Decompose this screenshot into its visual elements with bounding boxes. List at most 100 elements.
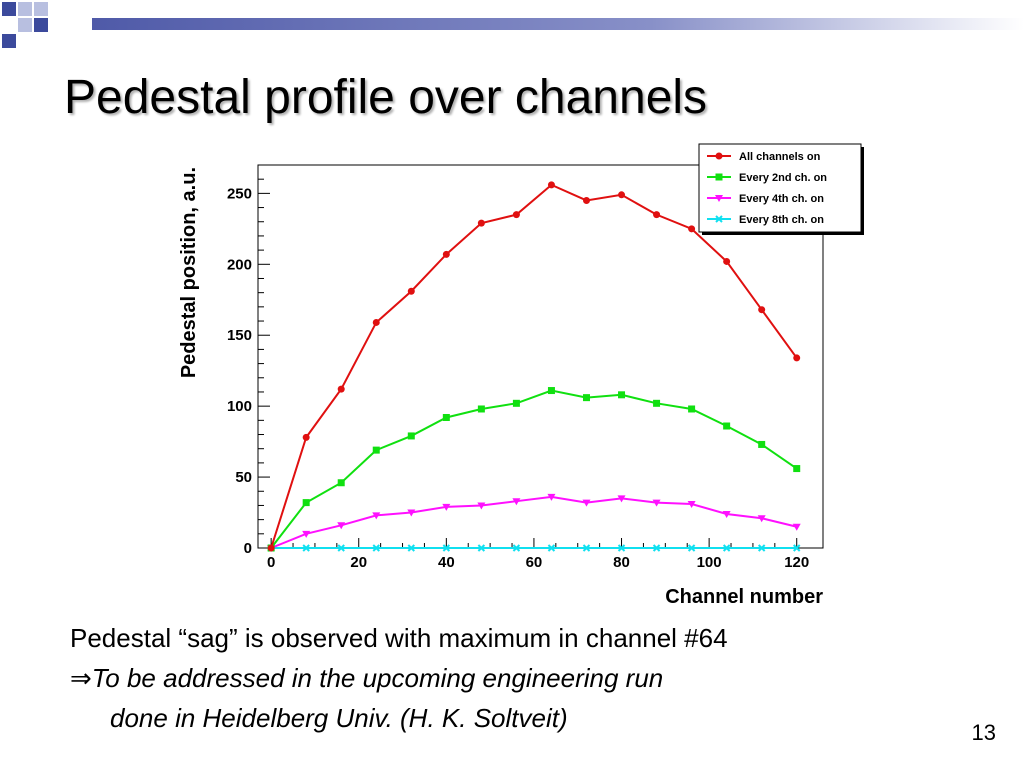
legend-box (698, 143, 862, 233)
data-point (372, 512, 381, 520)
series-line (270, 183, 798, 549)
data-point (337, 522, 346, 530)
legend-label: Every 4th ch. on (739, 193, 824, 205)
data-point (793, 354, 801, 362)
data-point (302, 499, 310, 507)
series-line (270, 389, 798, 549)
data-point (372, 318, 380, 326)
data-point (715, 215, 723, 223)
x-axis-label: Channel number (665, 586, 823, 608)
title-bar (92, 18, 1024, 30)
page-number: 13 (971, 720, 996, 745)
y-tick-label: 150 (227, 327, 252, 344)
data-point (715, 173, 723, 181)
x-tick-label: 0 (267, 554, 275, 571)
y-tick-label: 200 (227, 256, 252, 273)
data-point (512, 399, 520, 407)
body-line-3: done in Heidelberg Univ. (H. K. Soltveit… (110, 703, 568, 733)
legend-label: All channels on (739, 151, 821, 163)
x-tick-label: 100 (697, 554, 722, 571)
data-point (757, 515, 766, 523)
series-line (270, 495, 797, 549)
y-tick-label: 50 (235, 469, 252, 486)
data-point (723, 422, 731, 430)
data-point (442, 503, 451, 511)
data-point (722, 510, 731, 518)
data-point (687, 501, 696, 509)
data-point (715, 195, 723, 202)
y-tick-label: 100 (227, 398, 252, 415)
data-point (652, 544, 661, 552)
data-point (267, 544, 275, 552)
decor-square (2, 34, 16, 48)
data-point (407, 287, 415, 295)
decor-square (18, 18, 32, 32)
x-tick-label: 40 (438, 554, 455, 571)
data-point (302, 544, 310, 552)
data-point (617, 544, 626, 552)
data-point (758, 440, 766, 448)
x-tick-label: 20 (350, 554, 367, 571)
x-tick-label: 60 (526, 554, 543, 571)
data-point (477, 544, 486, 552)
data-point (792, 523, 801, 531)
data-point (407, 544, 416, 552)
data-point (337, 385, 345, 393)
legend-label: Every 8th ch. on (739, 214, 824, 226)
data-point (757, 544, 766, 552)
data-point (372, 544, 380, 552)
data-point (618, 191, 626, 199)
data-point (758, 306, 766, 314)
decor-square (2, 2, 16, 16)
x-tick-label: 80 (613, 554, 630, 571)
data-point (477, 219, 485, 227)
data-point (547, 181, 555, 189)
data-point (722, 544, 731, 552)
data-point (302, 433, 310, 441)
y-tick-label: 250 (227, 185, 252, 202)
data-point (477, 502, 486, 510)
slide-body: Pedestal “sag” is observed with maximum … (70, 618, 728, 738)
data-point (407, 509, 416, 517)
data-point (442, 413, 450, 421)
pedestal-chart: 0 20 40 60 80 100 120 0 50 100 150 200 250 Channel nu… (178, 143, 864, 608)
data-point (547, 544, 556, 552)
data-point (582, 544, 591, 552)
data-point (653, 211, 661, 219)
data-point (512, 544, 521, 552)
data-point (688, 225, 696, 233)
data-point (688, 405, 696, 413)
data-point (442, 544, 451, 552)
data-point (547, 493, 556, 501)
data-point (715, 152, 723, 160)
body-line-1: Pedestal “sag” is observed with maximum … (70, 623, 728, 653)
legend-label: Every 2nd ch. on (739, 172, 827, 184)
data-point (477, 405, 485, 413)
decor-square (34, 18, 48, 32)
data-point (687, 544, 696, 552)
data-point (547, 387, 555, 395)
data-point (723, 257, 731, 265)
decor-square (18, 2, 32, 16)
data-point (442, 250, 450, 258)
data-point (652, 499, 661, 507)
y-axis-label: Pedestal position, a.u. (178, 167, 200, 378)
arrow-icon: ⇒ (70, 663, 92, 693)
data-point (372, 446, 380, 454)
body-line-2: ⇒To be addressed in the upcoming enginee… (70, 658, 728, 698)
slide-title: Pedestal profile over channels (64, 71, 708, 124)
data-point (793, 465, 801, 473)
data-point (407, 432, 415, 440)
data-point (337, 544, 345, 552)
data-point (582, 196, 590, 204)
body-line-2-text: To be addressed in the upcoming engineer… (91, 663, 664, 693)
data-point (302, 530, 311, 538)
data-point (793, 544, 801, 552)
x-tick-label: 120 (784, 554, 809, 571)
data-point (512, 498, 521, 506)
data-point (618, 391, 626, 399)
data-point (582, 499, 591, 507)
y-tick-label: 0 (244, 540, 252, 557)
data-point (512, 211, 520, 219)
corner-decoration (2, 2, 48, 48)
